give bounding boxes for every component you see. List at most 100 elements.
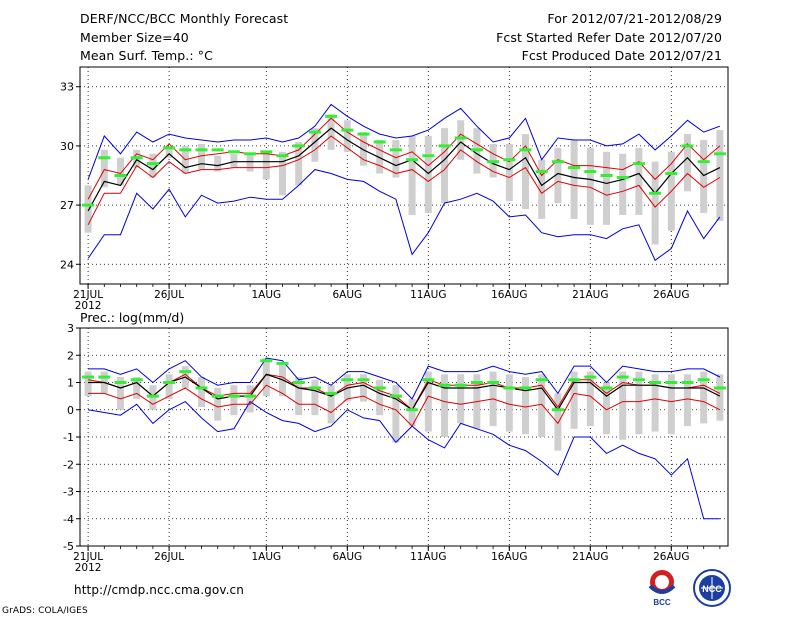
- panel1-spread-bar: [505, 143, 513, 202]
- panel1-spread-bar: [651, 161, 659, 245]
- panel2-spread-bar: [441, 374, 448, 437]
- panel1-spread-bar: [570, 139, 578, 219]
- panel2-ytick-label: -1: [63, 431, 74, 444]
- panel1-spread-bar: [327, 114, 335, 150]
- panel2-ytick-label: -4: [63, 513, 74, 526]
- panel2-ytick-label: -2: [63, 458, 74, 471]
- panel1-spread-bar: [522, 134, 529, 210]
- panel1-xtick-label: 11AUG: [410, 289, 446, 301]
- panel1-mean-line: [87, 127, 721, 212]
- panel1-spread-bar: [554, 147, 562, 204]
- panel2-spread-bar: [117, 377, 124, 410]
- panel1-spread-bar: [360, 132, 367, 166]
- panel1-ytick-label: 27: [60, 199, 74, 212]
- panel2-spread-bar: [570, 371, 578, 429]
- panel2-spread-bar: [505, 374, 513, 432]
- panel1-spread-bar: [586, 147, 594, 225]
- forecast-period: For 2012/07/21-2012/08/29: [547, 11, 722, 26]
- panel1-xtick-label: 21AUG: [572, 289, 608, 301]
- panel2-spread-bar: [522, 377, 529, 435]
- panel1-xtick-label: 26AUG: [653, 289, 689, 301]
- panel2-xtick-label: 16AUG: [491, 551, 527, 563]
- panel2-spread-bar: [295, 377, 303, 416]
- panel1-spread-bar: [603, 151, 610, 225]
- panel1-spread-bar: [457, 120, 465, 160]
- panel1-max-line: [87, 103, 721, 180]
- panel1-ytick-label: 30: [60, 140, 74, 153]
- panel2-spread-bar: [408, 398, 416, 427]
- panel1-spread-bar: [716, 130, 724, 221]
- panel1-spread-bar: [635, 147, 643, 215]
- panel2-spread-bar: [635, 371, 643, 435]
- panel1-spread-bar: [343, 120, 351, 152]
- panel2-xtick-label: 26AUG: [653, 551, 689, 563]
- panel2-spread-bar: [133, 377, 141, 399]
- chart-title: DERF/NCC/BCC Monthly Forecast: [80, 11, 289, 26]
- ncc-logo-text: NCC: [702, 584, 722, 594]
- panel1-spread-bar: [84, 185, 92, 233]
- panel2-spread-bar: [246, 385, 254, 413]
- panel1-spread-bar: [619, 153, 627, 215]
- member-size: Member Size=40: [80, 30, 189, 45]
- variable-label: Mean Surf. Temp.: °C: [80, 48, 213, 63]
- source-url[interactable]: http://cmdp.ncc.cma.gov.cn: [74, 583, 244, 597]
- panel2-spread-bar: [651, 374, 659, 432]
- panel2-spread-bar: [700, 371, 708, 424]
- panel2-spread-bar: [538, 374, 546, 437]
- panel1-spread-bar: [262, 151, 270, 180]
- panel1-spread-bar: [230, 153, 238, 168]
- panel2-ytick-label: 3: [67, 322, 74, 335]
- panel1-xtick-label: 21JUL: [73, 289, 103, 301]
- panel2-spread-bar: [214, 387, 222, 421]
- panel1-spread-bar: [100, 149, 108, 188]
- panel2-spread-bar: [311, 379, 319, 416]
- panel2-spread-bar: [84, 371, 92, 397]
- panel1-spread-bar: [392, 139, 400, 178]
- panel2-spread-bar: [360, 374, 367, 402]
- panel1-spread-bar: [149, 153, 157, 178]
- panel2-spread-bar: [327, 385, 335, 424]
- panel2-spread-bar: [603, 382, 610, 435]
- panel1-spread-bar: [214, 155, 222, 172]
- panel2-upper-line: [88, 373, 721, 411]
- panel1-spread-bar: [700, 139, 708, 213]
- panel2-ytick-label: -5: [63, 540, 74, 553]
- panel1-year-label: 2012: [75, 300, 102, 312]
- panel2-ytick-label: 0: [67, 404, 74, 417]
- panel2-year-label: 2012: [75, 562, 102, 574]
- panel2-spread-bar: [198, 377, 205, 408]
- panel2-mean-line: [88, 373, 721, 411]
- panel2-max-line: [88, 357, 721, 400]
- panel1-lower-line: [87, 135, 721, 226]
- bcc-logo-text: BCC: [653, 598, 671, 607]
- panel1-spread-bar: [295, 141, 303, 186]
- panel1-spread-bar: [441, 128, 448, 204]
- panel2-spread-bar: [262, 357, 270, 397]
- bcc-logo: BCC: [648, 570, 676, 607]
- panel1-upper-line: [87, 117, 721, 200]
- panel1-xtick-label: 26JUL: [154, 289, 184, 301]
- panel2-min-line: [88, 400, 720, 520]
- panel1-spread-bar: [684, 134, 691, 192]
- ncc-logo: NCC: [693, 569, 731, 607]
- panel2-spread-bar: [230, 385, 238, 416]
- produced-date: Fcst Produced Date 2012/07/21: [521, 48, 722, 63]
- panel2-title: Prec.: log(mm/d): [80, 310, 184, 325]
- panel2-spread-bar: [586, 371, 594, 427]
- panel2-ytick-label: -3: [63, 486, 74, 499]
- panel2-spread-bar: [424, 371, 432, 432]
- panel2-xtick-label: 11AUG: [410, 551, 446, 563]
- panel1-xtick-label: 6AUG: [332, 289, 362, 301]
- panel1-ytick-label: 24: [60, 258, 74, 271]
- panel1-xtick-label: 16AUG: [491, 289, 527, 301]
- panel2-xtick-label: 21JUL: [73, 551, 103, 563]
- panel2-xtick-label: 1AUG: [251, 551, 281, 563]
- panel1-spread-bar: [311, 128, 319, 162]
- panel2-xtick-label: 21AUG: [572, 551, 608, 563]
- panel2-spread-bar: [684, 374, 691, 427]
- panel1-spread-bar: [117, 157, 124, 186]
- panel2-spread-bar: [716, 374, 724, 421]
- panel1-spread-bar: [376, 139, 384, 174]
- panel2-spread-bar: [376, 379, 384, 416]
